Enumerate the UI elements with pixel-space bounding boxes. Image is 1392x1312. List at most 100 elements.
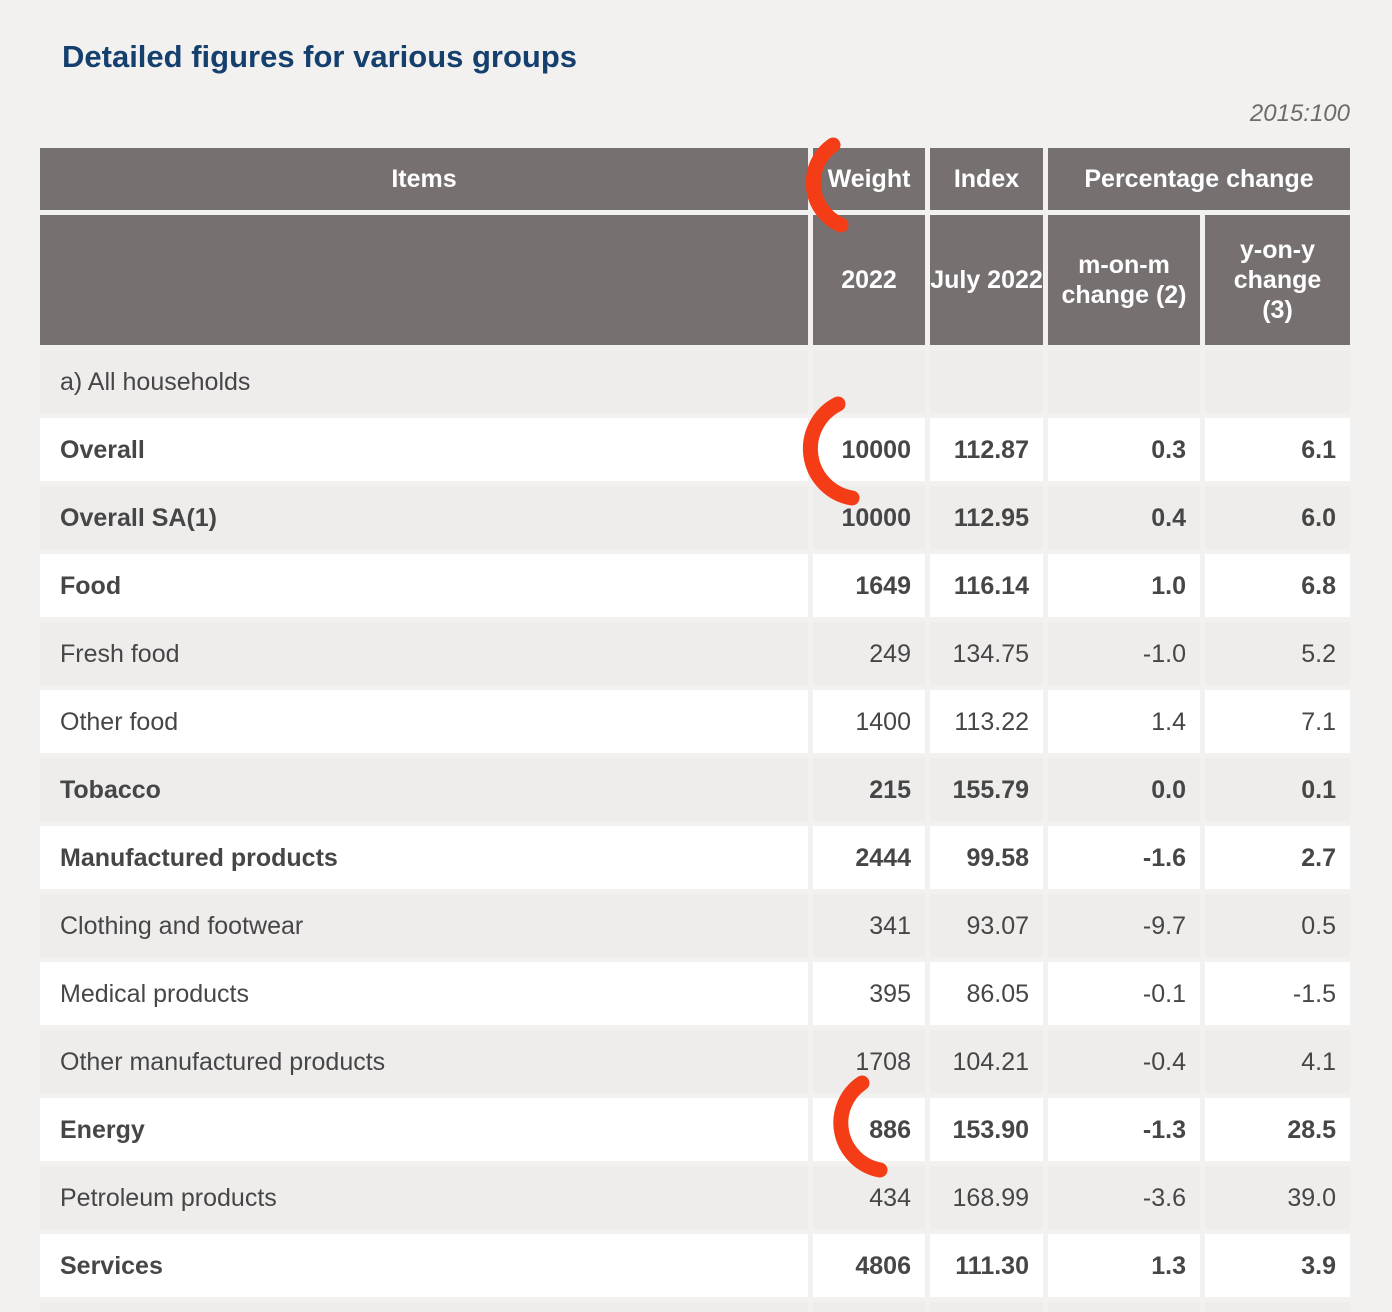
cell-yoy-change: 7.1 [1205, 690, 1350, 753]
cell-item: Overall SA(1) [40, 486, 808, 549]
table-row: Energy 886 153.90 -1.3 28.5 [40, 1098, 1350, 1161]
cell-item: Tobacco [40, 758, 808, 821]
cell-mom-change: -1.0 [1048, 622, 1200, 685]
cell-yoy-change: 5.2 [1205, 622, 1350, 685]
cell-item: Manufactured products [40, 826, 808, 889]
section-label: a) All households [40, 350, 808, 413]
cell-index: 153.90 [930, 1098, 1043, 1161]
header-weight-year: 2022 [813, 215, 925, 345]
cell-yoy-change: 0.1 [1205, 758, 1350, 821]
cell-index: 93.07 [930, 894, 1043, 957]
cell-empty [1205, 1302, 1350, 1312]
cell-index: 99.58 [930, 826, 1043, 889]
cell-mom-change: 1.3 [1048, 1234, 1200, 1297]
cell-item: Fresh food [40, 622, 808, 685]
cell-item: Other manufactured products [40, 1030, 808, 1093]
table-row-partial [40, 1302, 1350, 1312]
cell-index: 86.05 [930, 962, 1043, 1025]
header-yoy-change: y-on-y change (3) [1205, 215, 1350, 345]
cell-item: Other food [40, 690, 808, 753]
table-row: Petroleum products 434 168.99 -3.6 39.0 [40, 1166, 1350, 1229]
table-row: Fresh food 249 134.75 -1.0 5.2 [40, 622, 1350, 685]
cell-yoy-change: 6.1 [1205, 418, 1350, 481]
cell-item: Energy [40, 1098, 808, 1161]
cell-yoy-change: 39.0 [1205, 1166, 1350, 1229]
cell-index: 112.95 [930, 486, 1043, 549]
cell-weight: 215 [813, 758, 925, 821]
header-percentage-change: Percentage change [1048, 148, 1350, 210]
cell-yoy-change: 0.5 [1205, 894, 1350, 957]
cell-mom-change: 1.4 [1048, 690, 1200, 753]
cell-mom-change: 0.4 [1048, 486, 1200, 549]
table-row: Other food 1400 113.22 1.4 7.1 [40, 690, 1350, 753]
table-row: Manufactured products 2444 99.58 -1.6 2.… [40, 826, 1350, 889]
cell-index: 116.14 [930, 554, 1043, 617]
cell-weight: 2444 [813, 826, 925, 889]
header-index-period: July 2022 [930, 215, 1043, 345]
cell-empty [40, 1302, 808, 1312]
cell-mom-change: -0.1 [1048, 962, 1200, 1025]
cell-weight: 341 [813, 894, 925, 957]
table-row: Clothing and footwear 341 93.07 -9.7 0.5 [40, 894, 1350, 957]
cell-yoy-change: 28.5 [1205, 1098, 1350, 1161]
cell-item: Medical products [40, 962, 808, 1025]
cell-weight: 886 [813, 1098, 925, 1161]
cell-empty [930, 1302, 1043, 1312]
table-header-row-1: Items Weight Index Percentage change [40, 148, 1350, 210]
cell-empty [930, 350, 1043, 413]
cell-weight: 1400 [813, 690, 925, 753]
header-mom-change: m-on-m change (2) [1048, 215, 1200, 345]
cell-mom-change: -1.6 [1048, 826, 1200, 889]
cell-weight: 1649 [813, 554, 925, 617]
cell-mom-change: -1.3 [1048, 1098, 1200, 1161]
table-row: Food 1649 116.14 1.0 6.8 [40, 554, 1350, 617]
cell-mom-change: 0.3 [1048, 418, 1200, 481]
cell-weight: 434 [813, 1166, 925, 1229]
section-row-all-households: a) All households [40, 350, 1350, 413]
cell-mom-change: 1.0 [1048, 554, 1200, 617]
cell-weight: 249 [813, 622, 925, 685]
cell-item: Services [40, 1234, 808, 1297]
header-weight: Weight [813, 148, 925, 210]
cell-item: Overall [40, 418, 808, 481]
header-index: Index [930, 148, 1043, 210]
cell-index: 155.79 [930, 758, 1043, 821]
cell-index: 112.87 [930, 418, 1043, 481]
cell-index: 134.75 [930, 622, 1043, 685]
page-title: Detailed figures for various groups [62, 39, 578, 74]
cell-weight: 395 [813, 962, 925, 1025]
table-row: Medical products 395 86.05 -0.1 -1.5 [40, 962, 1350, 1025]
cell-mom-change: -0.4 [1048, 1030, 1200, 1093]
table-row: Tobacco 215 155.79 0.0 0.1 [40, 758, 1350, 821]
cell-index: 113.22 [930, 690, 1043, 753]
cell-item: Petroleum products [40, 1166, 808, 1229]
table-row: Services 4806 111.30 1.3 3.9 [40, 1234, 1350, 1297]
cell-yoy-change: 4.1 [1205, 1030, 1350, 1093]
cell-empty [813, 1302, 925, 1312]
cell-index: 104.21 [930, 1030, 1043, 1093]
cell-empty [813, 350, 925, 413]
cell-yoy-change: 6.8 [1205, 554, 1350, 617]
table-row: Overall 10000 112.87 0.3 6.1 [40, 418, 1350, 481]
cell-mom-change: 0.0 [1048, 758, 1200, 821]
cell-empty [1048, 1302, 1200, 1312]
cell-yoy-change: 2.7 [1205, 826, 1350, 889]
cell-empty [1205, 350, 1350, 413]
table-row: Overall SA(1) 10000 112.95 0.4 6.0 [40, 486, 1350, 549]
header-items-empty [40, 215, 808, 345]
detailed-figures-table: Items Weight Index Percentage change 202… [40, 148, 1350, 1312]
index-base-note: 2015:100 [1249, 100, 1350, 127]
cell-yoy-change: 3.9 [1205, 1234, 1350, 1297]
cell-weight: 1708 [813, 1030, 925, 1093]
cell-weight: 10000 [813, 418, 925, 481]
cell-item: Food [40, 554, 808, 617]
table-row: Other manufactured products 1708 104.21 … [40, 1030, 1350, 1093]
cell-item: Clothing and footwear [40, 894, 808, 957]
table-header-row-2: 2022 July 2022 m-on-m change (2) y-on-y … [40, 215, 1350, 345]
cell-weight: 10000 [813, 486, 925, 549]
cell-index: 168.99 [930, 1166, 1043, 1229]
cell-index: 111.30 [930, 1234, 1043, 1297]
cell-yoy-change: -1.5 [1205, 962, 1350, 1025]
header-items: Items [40, 148, 808, 210]
